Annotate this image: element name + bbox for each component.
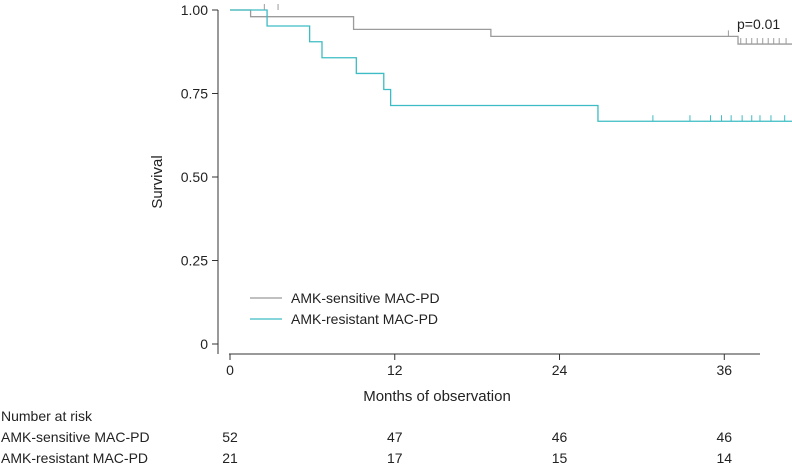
- x-tick-label: 0: [226, 362, 234, 378]
- risk-value: 21: [222, 450, 238, 466]
- y-tick-label: 0.75: [181, 86, 208, 102]
- risk-value: 17: [387, 450, 403, 466]
- risk-value: 46: [552, 429, 568, 445]
- legend-label-sensitive: AMK-sensitive MAC-PD: [291, 290, 440, 306]
- p-value-annotation: p=0.01: [737, 16, 780, 32]
- risk-row-label-resistant: AMK-resistant MAC-PD: [1, 450, 148, 466]
- risk-value: 15: [552, 450, 568, 466]
- axes: [217, 10, 760, 355]
- y-axis-title: Survival: [149, 155, 166, 208]
- y-tick-label: 1.00: [181, 2, 208, 18]
- risk-table-title: Number at risk: [1, 408, 93, 424]
- y-tick-label: 0.25: [181, 253, 208, 269]
- series-line-0: [230, 9, 792, 45]
- y-tick-label: 0: [200, 336, 208, 352]
- risk-table: Number at risk AMK-sensitive MAC-PD AMK-…: [1, 408, 732, 466]
- risk-value: 52: [222, 429, 238, 445]
- x-tick-label: 36: [716, 362, 732, 378]
- risk-value: 46: [716, 429, 732, 445]
- risk-row-label-sensitive: AMK-sensitive MAC-PD: [1, 429, 150, 445]
- legend-label-resistant: AMK-resistant MAC-PD: [291, 311, 438, 327]
- series-line-1: [230, 9, 792, 122]
- x-tick-label: 24: [552, 362, 568, 378]
- x-axis-title: Months of observation: [363, 388, 511, 405]
- risk-value: 47: [387, 429, 403, 445]
- x-tick-label: 12: [387, 362, 403, 378]
- y-tick-label: 0.50: [181, 169, 208, 185]
- legend: AMK-sensitive MAC-PD AMK-resistant MAC-P…: [250, 290, 440, 327]
- risk-value: 14: [716, 450, 732, 466]
